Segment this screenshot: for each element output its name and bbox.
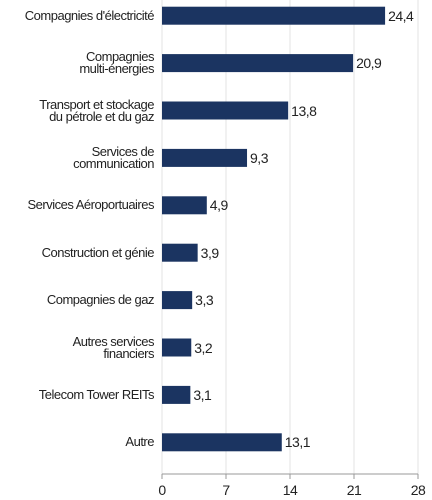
y-tick-label: Construction et génie [41, 244, 155, 260]
y-tick-label: Autres services financiers [72, 333, 155, 361]
y-tick-label: Telecom Tower REITs [38, 386, 155, 402]
x-tick-label: 0 [158, 482, 166, 498]
bar [162, 243, 198, 262]
bar [162, 338, 192, 357]
x-tick-label: 28 [410, 482, 426, 498]
x-tick-label: 21 [346, 482, 362, 498]
value-label: 3,2 [194, 339, 213, 356]
bar [162, 54, 354, 73]
bar [162, 385, 191, 404]
y-tick-label: Compagnies multi-énergies [79, 49, 154, 77]
bar [162, 6, 386, 25]
bar [162, 148, 248, 167]
value-label: 13,8 [291, 102, 317, 119]
y-tick-label: Services Aéroportuaires [27, 197, 154, 213]
bar [162, 291, 193, 310]
value-label: 3,9 [200, 244, 219, 261]
bar [162, 433, 282, 452]
x-tick-label: 7 [222, 482, 230, 498]
value-label: 3,3 [195, 292, 214, 309]
value-label: 9,3 [250, 149, 268, 166]
bar [162, 101, 289, 120]
value-label: 13,1 [284, 434, 311, 451]
y-tick-label: Transport et stockage du pétrole et du g… [39, 96, 154, 124]
value-label: 3,1 [193, 386, 212, 403]
value-label: 24,4 [388, 7, 414, 24]
y-tick-label: Autre [125, 434, 154, 450]
y-tick-label: Compagnies d'électricité [24, 7, 155, 23]
y-tick-label: Compagnies de gaz [46, 292, 155, 308]
value-label: 20,9 [356, 55, 382, 72]
y-tick-label: Services de communication [73, 143, 154, 171]
x-tick-label: 14 [282, 482, 298, 498]
bar [162, 196, 207, 215]
value-label: 4,9 [209, 197, 228, 214]
